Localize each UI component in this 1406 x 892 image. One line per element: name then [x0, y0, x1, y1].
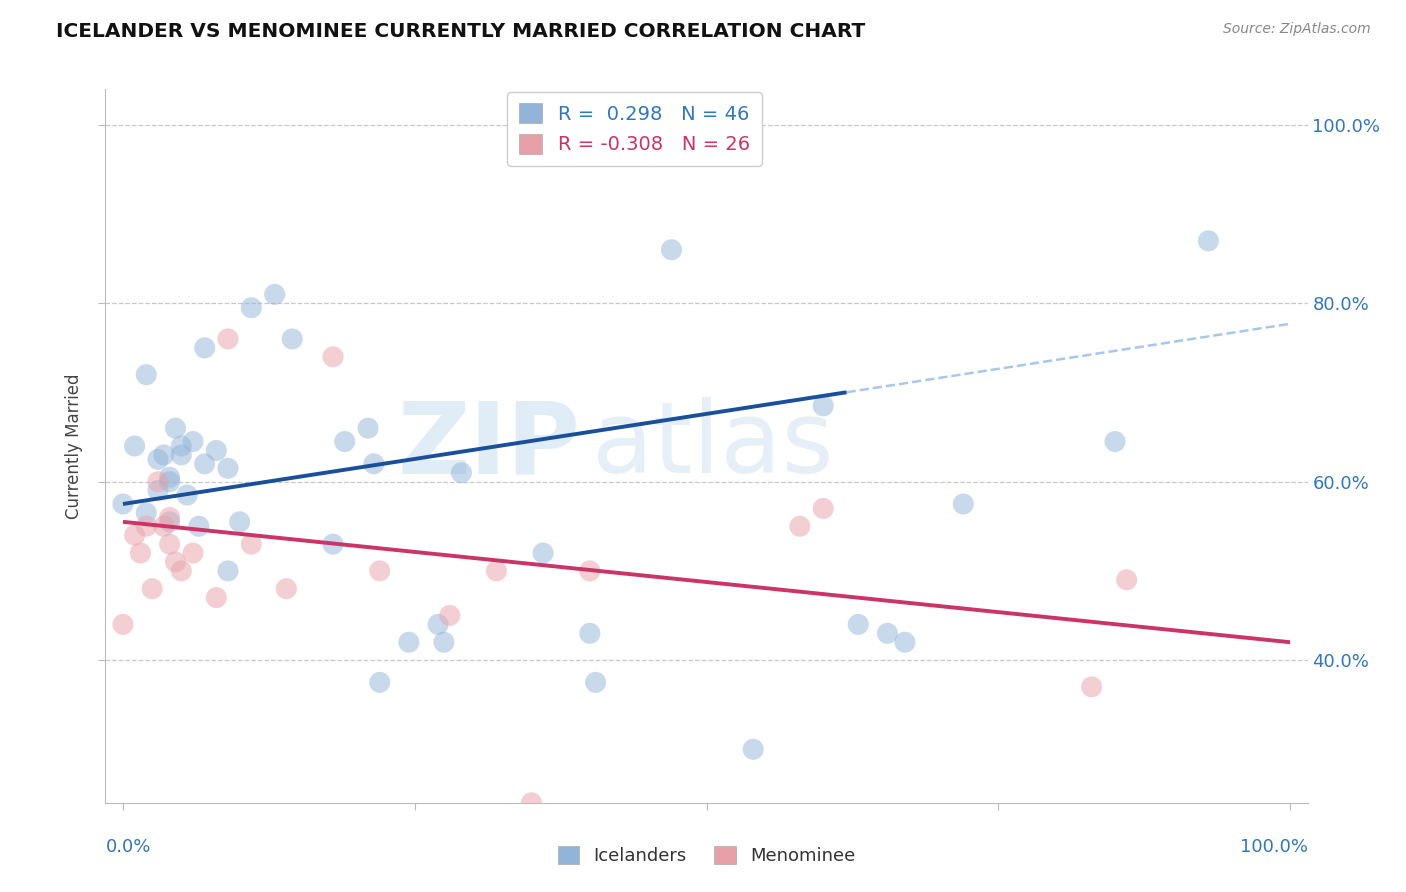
Legend: Icelanders, Menominee: Icelanders, Menominee	[550, 838, 863, 872]
Point	[187, 519, 209, 533]
Point	[578, 626, 600, 640]
Point	[846, 617, 869, 632]
Point	[485, 564, 508, 578]
Point	[146, 452, 169, 467]
Point	[194, 341, 217, 355]
Point	[159, 515, 181, 529]
Text: Source: ZipAtlas.com: Source: ZipAtlas.com	[1223, 22, 1371, 37]
Point	[153, 448, 176, 462]
Point	[170, 564, 193, 578]
Point	[368, 564, 391, 578]
Point	[176, 488, 198, 502]
Point	[585, 675, 607, 690]
Point	[146, 483, 169, 498]
Point	[153, 519, 176, 533]
Point	[111, 617, 134, 632]
Point	[205, 591, 228, 605]
Point	[1197, 234, 1219, 248]
Point	[170, 439, 193, 453]
Point	[170, 448, 193, 462]
Point	[789, 519, 811, 533]
Point	[742, 742, 765, 756]
Point	[217, 461, 239, 475]
Point	[165, 555, 187, 569]
Point	[217, 564, 239, 578]
Point	[894, 635, 917, 649]
Point	[322, 350, 344, 364]
Point	[240, 537, 263, 551]
Point	[111, 497, 134, 511]
Point	[322, 537, 344, 551]
Point	[531, 546, 554, 560]
Point	[124, 439, 146, 453]
Point	[450, 466, 472, 480]
Point	[141, 582, 163, 596]
Point	[813, 399, 835, 413]
Point	[368, 675, 391, 690]
Point	[129, 546, 152, 560]
Point	[194, 457, 217, 471]
Y-axis label: Currently Married: Currently Married	[65, 373, 83, 519]
Text: 100.0%: 100.0%	[1240, 838, 1308, 856]
Point	[427, 617, 450, 632]
Point	[159, 475, 181, 489]
Point	[217, 332, 239, 346]
Text: 0.0%: 0.0%	[105, 838, 150, 856]
Point	[135, 506, 157, 520]
Text: ZIP: ZIP	[398, 398, 581, 494]
Point	[1104, 434, 1126, 449]
Point	[135, 519, 157, 533]
Point	[276, 582, 298, 596]
Point	[124, 528, 146, 542]
Text: ICELANDER VS MENOMINEE CURRENTLY MARRIED CORRELATION CHART: ICELANDER VS MENOMINEE CURRENTLY MARRIED…	[56, 22, 866, 41]
Point	[159, 537, 181, 551]
Point	[240, 301, 263, 315]
Point	[357, 421, 380, 435]
Point	[135, 368, 157, 382]
Point	[520, 796, 543, 810]
Point	[263, 287, 285, 301]
Point	[159, 510, 181, 524]
Point	[1080, 680, 1102, 694]
Point	[281, 332, 304, 346]
Point	[363, 457, 385, 471]
Point	[181, 434, 204, 449]
Point	[165, 421, 187, 435]
Point	[1115, 573, 1137, 587]
Point	[398, 635, 420, 649]
Point	[578, 564, 600, 578]
Point	[876, 626, 898, 640]
Point	[952, 497, 974, 511]
Point	[813, 501, 835, 516]
Point	[159, 470, 181, 484]
Point	[181, 546, 204, 560]
Text: atlas: atlas	[592, 398, 834, 494]
Point	[146, 475, 169, 489]
Point	[228, 515, 250, 529]
Point	[439, 608, 461, 623]
Point	[661, 243, 683, 257]
Point	[205, 443, 228, 458]
Point	[433, 635, 456, 649]
Point	[333, 434, 356, 449]
